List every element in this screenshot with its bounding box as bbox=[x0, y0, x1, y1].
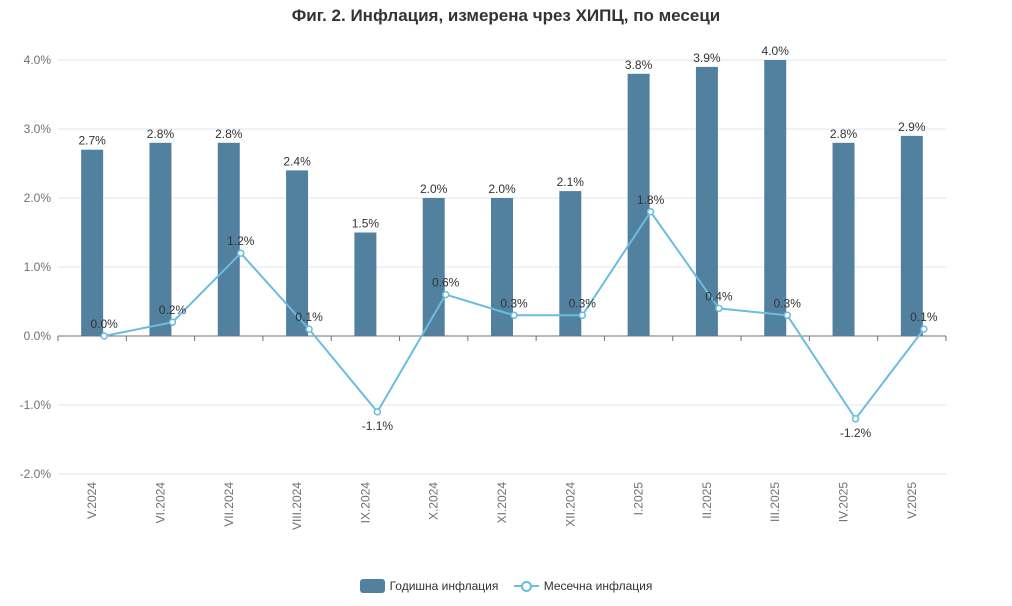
x-tick-label: I.2025 bbox=[632, 482, 646, 516]
bar-annual bbox=[559, 191, 582, 336]
bar-data-label: 2.9% bbox=[898, 120, 926, 134]
chart-legend: Годишна инфлация Месечна инфлация bbox=[0, 579, 1012, 596]
line-point-monthly bbox=[646, 208, 655, 216]
line-point-monthly bbox=[237, 249, 245, 257]
line-data-label: 0.1% bbox=[295, 310, 323, 324]
bar-data-label: 2.0% bbox=[420, 182, 448, 196]
y-tick-label: 3.0% bbox=[24, 122, 52, 136]
line-point-monthly bbox=[578, 311, 587, 320]
line-data-label: 0.0% bbox=[90, 317, 118, 331]
bar-data-label: 2.0% bbox=[488, 182, 516, 196]
line-data-label: -1.2% bbox=[840, 426, 872, 440]
bar-data-label: 2.8% bbox=[147, 127, 175, 141]
bar-data-label: 2.8% bbox=[830, 127, 858, 141]
line-point-monthly bbox=[100, 332, 108, 340]
line-data-label: 1.2% bbox=[227, 234, 255, 248]
x-tick-label: VI.2024 bbox=[153, 482, 167, 524]
bar-annual bbox=[695, 66, 718, 337]
line-data-label: 0.2% bbox=[159, 303, 187, 317]
line-data-label: 0.3% bbox=[569, 296, 597, 310]
bar-annual bbox=[832, 142, 855, 336]
bar-annual bbox=[900, 135, 923, 336]
y-tick-label: 4.0% bbox=[24, 53, 52, 67]
line-point-monthly bbox=[851, 415, 860, 423]
bar-annual bbox=[764, 60, 787, 336]
x-tick-label: II.2025 bbox=[700, 482, 714, 519]
y-tick-label: 2.0% bbox=[24, 191, 52, 205]
line-point-monthly bbox=[783, 311, 791, 320]
bar-data-label: 2.4% bbox=[283, 154, 311, 168]
line-data-label: 0.1% bbox=[910, 310, 938, 324]
line-point-monthly bbox=[441, 290, 450, 299]
y-tick-label: 1.0% bbox=[24, 260, 52, 274]
bar-annual bbox=[422, 198, 445, 336]
bar-annual bbox=[149, 142, 172, 336]
bar-data-label: 4.0% bbox=[762, 44, 790, 58]
line-point-monthly bbox=[168, 318, 177, 326]
bar-data-label: 2.8% bbox=[215, 127, 243, 141]
line-data-label: 0.6% bbox=[432, 276, 460, 290]
line-point-monthly bbox=[305, 325, 313, 333]
line-point-monthly bbox=[373, 408, 382, 416]
y-tick-label: -2.0% bbox=[20, 467, 52, 481]
bar-data-label: 2.7% bbox=[78, 134, 106, 148]
x-tick-label: X.2024 bbox=[427, 482, 441, 520]
line-data-label: 0.4% bbox=[705, 289, 733, 303]
x-tick-label: VIII.2024 bbox=[290, 482, 304, 530]
legend-item-annual[interactable]: Годишна инфлация bbox=[359, 579, 499, 593]
bar-annual bbox=[81, 149, 104, 336]
legend-label-annual: Годишна инфлация bbox=[389, 579, 499, 593]
x-tick-label: VII.2024 bbox=[222, 482, 236, 527]
bar-data-label: 1.5% bbox=[352, 217, 380, 231]
chart-title: Фиг. 2. Инфлация, измерена чрез ХИПЦ, по… bbox=[291, 6, 721, 25]
x-tick-label: V.2025 bbox=[905, 482, 919, 519]
legend-item-monthly[interactable]: Месечна инфлация bbox=[513, 579, 653, 593]
bar-data-label: 2.1% bbox=[557, 175, 585, 189]
line-data-label: 1.8% bbox=[637, 193, 665, 207]
x-tick-label: XI.2024 bbox=[495, 482, 509, 524]
x-tick-label: XII.2024 bbox=[563, 482, 577, 527]
x-tick-label: III.2025 bbox=[768, 482, 782, 522]
x-tick-label: V.2024 bbox=[85, 482, 99, 519]
legend-label-monthly: Месечна инфлация bbox=[543, 579, 653, 593]
bar-annual bbox=[491, 198, 513, 336]
y-tick-label: -1.0% bbox=[20, 398, 52, 412]
line-point-monthly bbox=[510, 311, 518, 320]
bar-annual bbox=[354, 232, 377, 336]
line-data-label: -1.1% bbox=[362, 419, 394, 433]
bar-annual bbox=[286, 170, 309, 336]
line-data-label: 0.3% bbox=[774, 296, 802, 310]
x-tick-label: IX.2024 bbox=[358, 482, 372, 524]
legend-line-swatch bbox=[513, 579, 539, 593]
legend-bar-swatch bbox=[359, 579, 385, 593]
line-data-label: 0.3% bbox=[500, 296, 528, 310]
bar-annual bbox=[627, 73, 650, 337]
line-point-monthly bbox=[715, 304, 723, 313]
line-point-monthly bbox=[920, 325, 928, 333]
bar-data-label: 3.8% bbox=[625, 58, 653, 72]
x-tick-label: IV.2025 bbox=[837, 482, 851, 523]
bar-annual bbox=[217, 142, 240, 336]
bar-data-label: 3.9% bbox=[693, 51, 721, 65]
y-tick-label: 0.0% bbox=[24, 329, 52, 343]
